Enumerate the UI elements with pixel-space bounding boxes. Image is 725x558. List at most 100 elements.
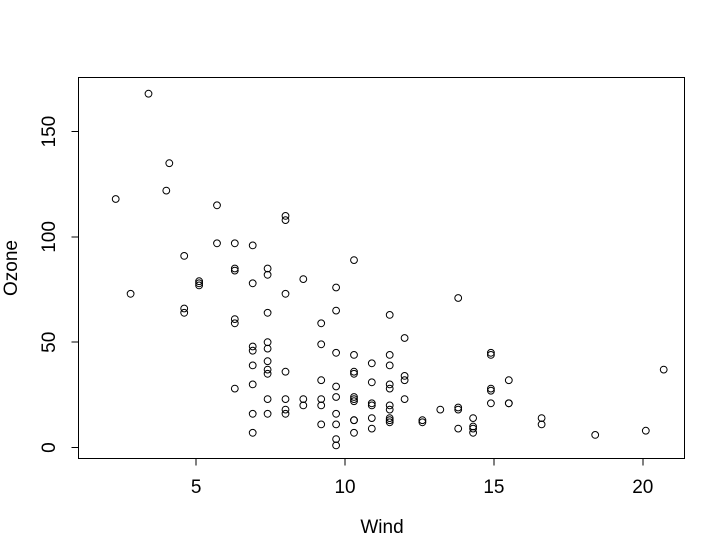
data-point	[263, 270, 272, 279]
y-axis-tick-label: 50	[39, 332, 60, 353]
data-point	[385, 311, 394, 319]
data-point	[385, 405, 394, 414]
data-point	[332, 348, 341, 357]
data-point	[332, 420, 341, 429]
data-point	[487, 348, 495, 357]
data-point	[111, 195, 120, 203]
data-point	[385, 384, 394, 393]
data-point	[367, 401, 376, 410]
data-point	[454, 405, 463, 414]
data-point	[332, 435, 341, 444]
data-point	[317, 395, 326, 404]
data-point	[641, 426, 650, 435]
data-point	[248, 380, 257, 389]
data-point	[248, 409, 257, 418]
data-point	[332, 393, 341, 401]
data-point	[317, 420, 326, 429]
data-point	[504, 399, 513, 408]
data-point	[367, 399, 376, 408]
x-axis-tick-label: 10	[334, 477, 355, 498]
data-point	[263, 409, 272, 418]
data-point	[418, 418, 427, 427]
data-point	[281, 289, 290, 298]
data-point	[317, 319, 326, 328]
data-point	[230, 239, 239, 248]
data-point	[144, 89, 153, 98]
data-point	[263, 395, 272, 404]
data-point	[367, 414, 376, 423]
data-point	[180, 304, 189, 313]
data-point	[350, 393, 358, 401]
data-point	[180, 252, 189, 260]
data-point	[418, 416, 427, 425]
data-point	[332, 409, 341, 418]
data-point	[436, 405, 445, 414]
data-point	[400, 376, 409, 385]
data-point	[263, 365, 272, 374]
data-point	[248, 279, 257, 288]
data-point	[350, 256, 358, 265]
data-point	[469, 424, 478, 433]
data-point	[248, 342, 257, 351]
data-point	[454, 294, 463, 302]
data-point	[537, 420, 546, 429]
x-axis-tick-label: 15	[483, 477, 504, 498]
data-point	[230, 384, 239, 393]
data-point	[385, 418, 394, 427]
data-point	[317, 401, 326, 410]
data-point	[195, 281, 204, 290]
y-axis-title: Ozone	[1, 240, 22, 296]
x-axis-tick-label: 20	[632, 477, 653, 498]
data-point	[195, 279, 204, 288]
data-point	[367, 424, 376, 433]
data-point	[591, 431, 600, 439]
data-point	[367, 378, 376, 387]
data-point	[263, 357, 272, 366]
data-point	[400, 334, 409, 342]
data-point	[400, 372, 409, 380]
data-point	[230, 266, 239, 275]
data-point	[350, 351, 358, 359]
data-point	[230, 315, 239, 324]
data-point	[263, 308, 272, 317]
data-point	[487, 386, 495, 395]
plot-box	[78, 77, 685, 459]
data-point	[659, 365, 668, 374]
data-point	[469, 428, 478, 437]
data-point	[454, 403, 463, 412]
data-point	[332, 283, 341, 292]
y-axis-tick-label: 100	[39, 221, 60, 253]
data-point	[385, 351, 394, 359]
data-point	[299, 275, 308, 284]
data-point	[504, 376, 513, 385]
data-point	[487, 351, 495, 359]
data-point	[263, 264, 272, 273]
data-point	[165, 159, 174, 168]
data-point	[385, 416, 394, 425]
data-point	[537, 414, 546, 423]
data-points-layer	[111, 89, 668, 450]
x-axis-title: Wind	[360, 517, 403, 538]
data-point	[299, 395, 308, 404]
data-point	[248, 361, 257, 370]
data-point	[350, 369, 358, 378]
data-point	[350, 428, 358, 437]
data-point	[487, 399, 495, 408]
data-point	[317, 376, 326, 385]
data-point	[454, 424, 463, 433]
data-point	[332, 306, 341, 315]
data-point	[299, 401, 308, 410]
data-point	[248, 241, 257, 250]
data-point	[350, 367, 358, 376]
data-point	[195, 277, 204, 286]
data-point	[350, 397, 358, 406]
y-axis-tick-label: 0	[39, 442, 60, 453]
data-point	[469, 422, 478, 431]
data-point	[162, 186, 171, 195]
data-point	[332, 382, 341, 391]
data-point	[281, 367, 290, 376]
data-point	[350, 416, 358, 425]
y-axis-tick-label: 150	[39, 116, 60, 148]
